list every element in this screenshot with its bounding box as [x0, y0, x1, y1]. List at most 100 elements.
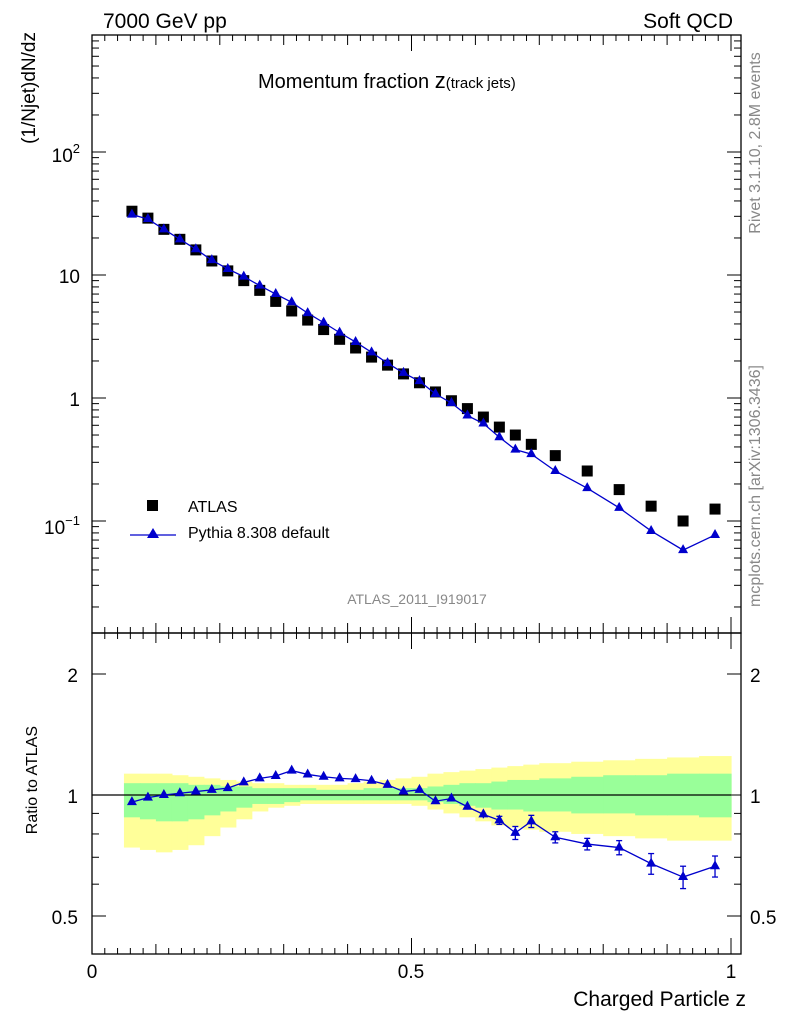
pythia-point [190, 243, 201, 253]
pythia-point [142, 213, 153, 223]
ratio-mc-point [678, 871, 689, 881]
ratio-mc-point [366, 774, 377, 784]
pythia-point [222, 262, 233, 272]
ratio-mc-point [126, 796, 137, 806]
ratio-mc-point [430, 795, 441, 805]
pythia-point [302, 307, 313, 317]
pythia-point [550, 464, 561, 474]
plot-title: Momentum fraction z(track jets) [258, 68, 516, 93]
pythia-point [334, 326, 345, 336]
atlas-data-point [581, 465, 593, 477]
atlas-data-point [302, 314, 314, 326]
atlas-data-point [350, 342, 362, 354]
ratio-mc-point [254, 772, 265, 782]
pythia-point [646, 524, 657, 534]
ratio-mc-point [318, 770, 329, 780]
ratio-mc-point [190, 785, 201, 795]
plot-title-main: Momentum fraction [258, 71, 435, 93]
plot-frames [91, 34, 742, 955]
ratio-band-inner-1 [139, 783, 157, 820]
analysis-id: ATLAS_2011_I919017 [347, 591, 487, 607]
tick-labels: 102 10 1 10−1 2 1 0.5 2 1 0.5 0 0.5 1 [44, 141, 776, 983]
ratio-mc-point [350, 773, 361, 783]
ratio-mc-point [334, 772, 345, 782]
header-right: Soft QCD [643, 10, 733, 33]
legend-mc-marker [147, 528, 159, 538]
mcplots-label: mcplots.cern.ch [arXiv:1306.3436] [747, 365, 764, 607]
axis-ticks [91, 35, 741, 954]
ratio-band-inner-2 [155, 783, 173, 822]
legend: ATLAS Pythia 8.308 default [130, 499, 330, 542]
ratio-mc-point [526, 815, 537, 825]
atlas-data-point [677, 515, 689, 527]
atlas-data-point [238, 275, 250, 287]
atlas-data-point [709, 503, 721, 515]
legend-data-label: ATLAS [188, 499, 238, 516]
x-tick-label-1: 1 [726, 962, 737, 983]
pythia-point [158, 223, 169, 233]
pythia-point [478, 417, 489, 427]
atlas-data-point [493, 421, 505, 433]
atlas-data-point [318, 324, 330, 336]
ratio-y-tick-label-right-2: 2 [750, 666, 761, 687]
ratio-mc-point [446, 792, 457, 802]
ratio-y-tick-label-right-0p5: 0.5 [750, 908, 776, 929]
ratio-mc-point [302, 768, 313, 778]
ratio-mc-point [222, 782, 233, 792]
atlas-data-point [525, 438, 537, 450]
ratio-frame [91, 632, 742, 955]
pythia-point [350, 336, 361, 346]
ratio-band-inner-6 [219, 786, 237, 812]
ratio-mc-point [398, 785, 409, 795]
atlas-data-point [613, 484, 625, 496]
ratio-mc-point [238, 776, 249, 786]
main-y-tick-label-100: 102 [52, 141, 80, 167]
ratio-mc-point [286, 764, 297, 774]
ratio-mc-point [494, 814, 505, 824]
main-y-tick-100-exp: 2 [73, 141, 80, 156]
ratio-mc-point [174, 787, 185, 797]
pythia-point [494, 431, 505, 441]
pythia-point [446, 397, 457, 407]
x-axis-title: Charged Particle z [573, 988, 746, 1011]
ratio-mc-point [142, 791, 153, 801]
rivet-label: Rivet 3.1.10, 2.8M events [747, 52, 764, 233]
ratio-y-tick-label-0p5: 0.5 [52, 908, 78, 929]
pythia-point [270, 288, 281, 298]
main-series [126, 205, 721, 554]
pythia-point [430, 387, 441, 397]
ratio-mc-point [462, 800, 473, 810]
pythia-point [398, 366, 409, 376]
ratio-mc-point [414, 783, 425, 793]
atlas-data-point [477, 411, 489, 423]
ratio-y-axis-title: Ratio to ATLAS [24, 726, 41, 834]
main-y-tick-0p1-exp: −1 [65, 513, 80, 528]
atlas-data-point [334, 333, 346, 345]
pythia-point [710, 528, 721, 538]
pythia-point [206, 254, 217, 264]
atlas-data-point [254, 284, 266, 296]
plot-title-sub: (track jets) [446, 75, 516, 92]
ratio-band-inner-9 [267, 788, 285, 804]
ratio-mc-point [510, 826, 521, 836]
ratio-mc-point [478, 808, 489, 818]
atlas-data-point [286, 305, 298, 317]
ratio-band-inner-15 [363, 788, 381, 801]
atlas-data-point [270, 295, 282, 307]
ratio-mc-point [158, 789, 169, 798]
atlas-data-point [461, 403, 473, 415]
main-y-tick-100-base: 10 [52, 146, 73, 167]
ratio-bands [123, 756, 732, 853]
ratio-y-tick-label-1: 1 [67, 787, 78, 808]
pythia-point [462, 409, 473, 419]
ratio-band-inner-16 [379, 788, 397, 801]
atlas-data-point [549, 450, 561, 462]
x-tick-label-0p5: 0.5 [398, 962, 424, 983]
ratio-mc-point [382, 778, 393, 788]
main-y-tick-label-10: 10 [59, 267, 80, 288]
pythia-point [582, 482, 593, 492]
ratio-mc-point [206, 783, 217, 793]
pythia-point [414, 375, 425, 385]
plot-title-z: z [435, 68, 446, 93]
